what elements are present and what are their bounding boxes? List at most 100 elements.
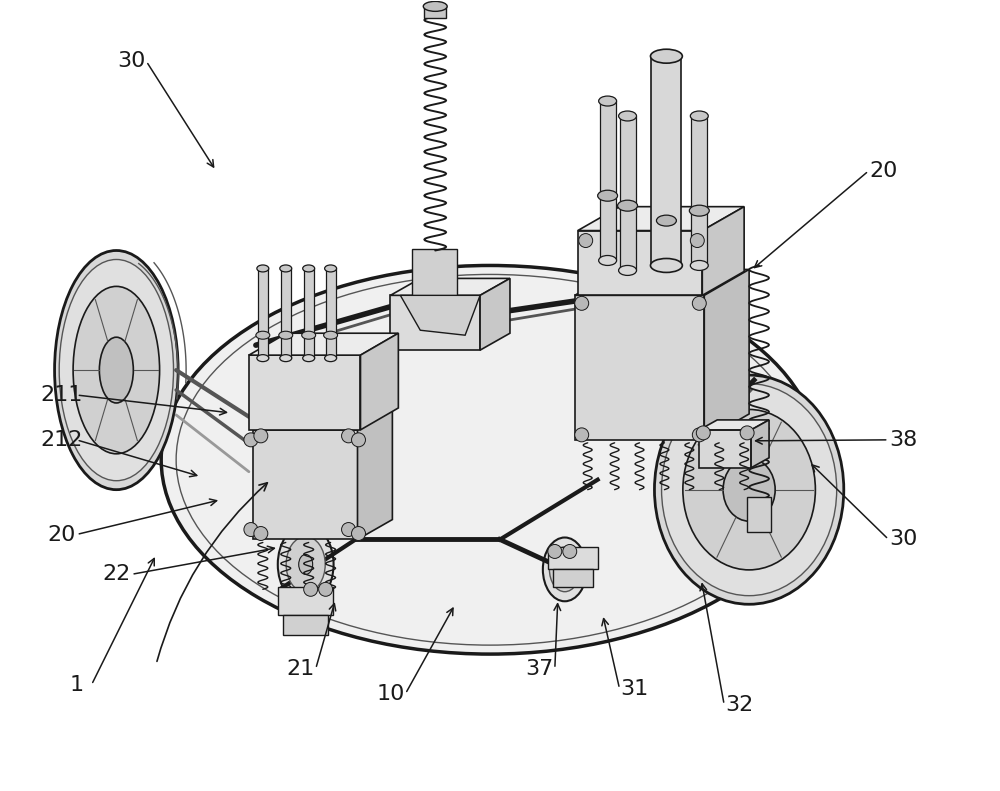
Circle shape [319, 582, 333, 596]
Bar [651, 56, 681, 266]
Text: 211: 211 [40, 385, 83, 405]
Bar [412, 248, 457, 297]
Bar [390, 295, 480, 350]
Text: 20: 20 [869, 161, 898, 181]
Bar [258, 268, 268, 358]
Polygon shape [400, 295, 480, 335]
Ellipse shape [690, 260, 708, 271]
Text: 32: 32 [725, 695, 753, 715]
Polygon shape [578, 206, 744, 231]
Ellipse shape [278, 524, 334, 604]
Ellipse shape [683, 410, 815, 570]
Bar [575, 295, 704, 440]
Ellipse shape [55, 251, 178, 490]
Text: 37: 37 [526, 659, 554, 679]
Ellipse shape [279, 331, 293, 339]
Ellipse shape [423, 2, 447, 11]
Polygon shape [702, 206, 744, 295]
Polygon shape [253, 410, 392, 430]
Bar [278, 588, 333, 615]
Text: 38: 38 [889, 430, 918, 450]
Circle shape [342, 429, 356, 443]
Text: 1: 1 [69, 675, 84, 695]
Polygon shape [480, 278, 510, 350]
Ellipse shape [257, 354, 269, 361]
Circle shape [563, 544, 577, 558]
Ellipse shape [299, 554, 313, 574]
Circle shape [696, 426, 710, 440]
Circle shape [690, 233, 704, 248]
Ellipse shape [99, 337, 133, 403]
Ellipse shape [618, 200, 638, 211]
Circle shape [254, 429, 268, 443]
Polygon shape [575, 270, 749, 295]
Text: 30: 30 [117, 51, 145, 71]
Bar [747, 497, 771, 532]
Bar [283, 615, 328, 635]
Ellipse shape [59, 259, 174, 481]
Bar [548, 547, 598, 570]
Circle shape [579, 233, 593, 248]
Ellipse shape [654, 375, 844, 604]
Circle shape [692, 428, 706, 442]
Polygon shape [358, 410, 392, 539]
Ellipse shape [619, 111, 637, 121]
Bar [326, 268, 336, 358]
Polygon shape [704, 270, 749, 440]
Ellipse shape [723, 458, 775, 521]
Bar [253, 430, 358, 539]
Ellipse shape [280, 354, 292, 361]
Ellipse shape [599, 255, 617, 266]
Ellipse shape [619, 266, 637, 275]
Ellipse shape [324, 331, 338, 339]
Circle shape [304, 582, 318, 596]
Ellipse shape [650, 259, 682, 272]
Text: 212: 212 [40, 430, 83, 450]
Ellipse shape [650, 49, 682, 63]
Circle shape [575, 428, 589, 442]
Bar [578, 231, 702, 295]
Text: 20: 20 [47, 524, 76, 544]
Bar [691, 116, 707, 266]
Ellipse shape [303, 265, 315, 272]
Polygon shape [360, 333, 398, 430]
Polygon shape [751, 420, 769, 467]
Bar [424, 6, 446, 18]
Bar [620, 116, 636, 271]
Ellipse shape [302, 331, 316, 339]
Ellipse shape [662, 384, 837, 596]
Circle shape [342, 523, 356, 536]
Ellipse shape [543, 538, 587, 601]
Circle shape [548, 544, 562, 558]
Text: 10: 10 [376, 684, 405, 704]
Ellipse shape [303, 354, 315, 361]
Text: 22: 22 [102, 564, 130, 585]
Ellipse shape [559, 562, 570, 577]
Ellipse shape [280, 265, 292, 272]
Circle shape [575, 297, 589, 310]
Ellipse shape [161, 266, 819, 654]
Bar [249, 355, 360, 430]
Ellipse shape [257, 265, 269, 272]
Ellipse shape [549, 547, 580, 592]
Polygon shape [249, 333, 398, 355]
Ellipse shape [256, 331, 270, 339]
Ellipse shape [325, 265, 337, 272]
Ellipse shape [598, 190, 618, 201]
Ellipse shape [286, 536, 325, 592]
Bar [553, 570, 593, 588]
Circle shape [692, 297, 706, 310]
Polygon shape [390, 278, 510, 295]
Bar [600, 101, 616, 260]
Ellipse shape [689, 205, 709, 216]
Circle shape [352, 433, 365, 447]
Circle shape [244, 523, 258, 536]
Bar [304, 268, 314, 358]
Ellipse shape [656, 215, 676, 226]
Circle shape [244, 433, 258, 447]
Ellipse shape [599, 96, 617, 106]
Circle shape [740, 426, 754, 440]
Bar [699, 430, 751, 467]
Circle shape [352, 527, 365, 540]
Text: 21: 21 [287, 659, 315, 679]
